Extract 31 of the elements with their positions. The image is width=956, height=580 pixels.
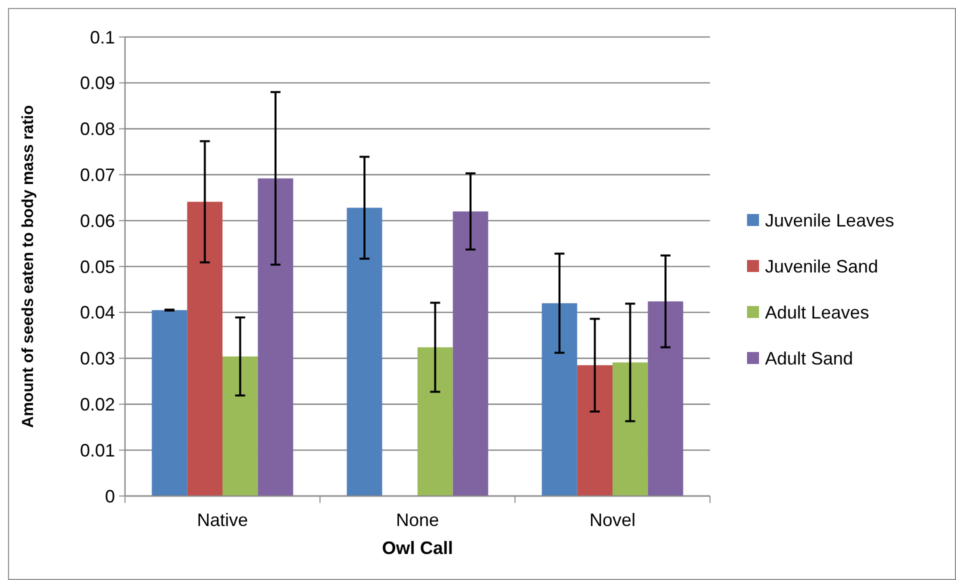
x-axis-title: Owl Call [382, 538, 454, 558]
y-tick-label: 0.09 [80, 73, 115, 94]
legend-label: Adult Leaves [765, 302, 870, 322]
y-tick-label: 0.02 [80, 394, 115, 414]
y-tick-label: 0.04 [80, 302, 115, 323]
bar [648, 301, 684, 496]
y-tick-label: 0.06 [80, 210, 115, 231]
bar [612, 362, 648, 496]
bar [346, 208, 382, 496]
bar [452, 211, 488, 496]
y-tick-label: 0.07 [80, 165, 115, 185]
x-tick-label: None [396, 510, 440, 530]
bar [222, 356, 258, 496]
y-tick-label: 0.01 [80, 440, 115, 460]
y-tick-label: 0 [104, 486, 115, 506]
y-axis-title: Amount of seeds eaten to body mass ratio [20, 104, 37, 428]
legend-label: Adult Sand [765, 348, 854, 368]
bar [542, 303, 578, 496]
legend-label: Juvenile Sand [765, 256, 878, 276]
bar [258, 178, 294, 496]
y-tick-label: 0.1 [90, 27, 115, 48]
bar [418, 347, 453, 496]
x-tick-label: Native [196, 510, 248, 530]
bar [152, 310, 188, 496]
x-tick-label: Novel [589, 510, 636, 530]
y-tick-label: 0.08 [80, 119, 115, 140]
y-tick-label: 0.05 [80, 256, 115, 277]
y-tick-label: 0.03 [80, 348, 115, 369]
legend-label: Juvenile Leaves [765, 210, 894, 230]
bar [577, 365, 612, 496]
bar [187, 202, 222, 496]
